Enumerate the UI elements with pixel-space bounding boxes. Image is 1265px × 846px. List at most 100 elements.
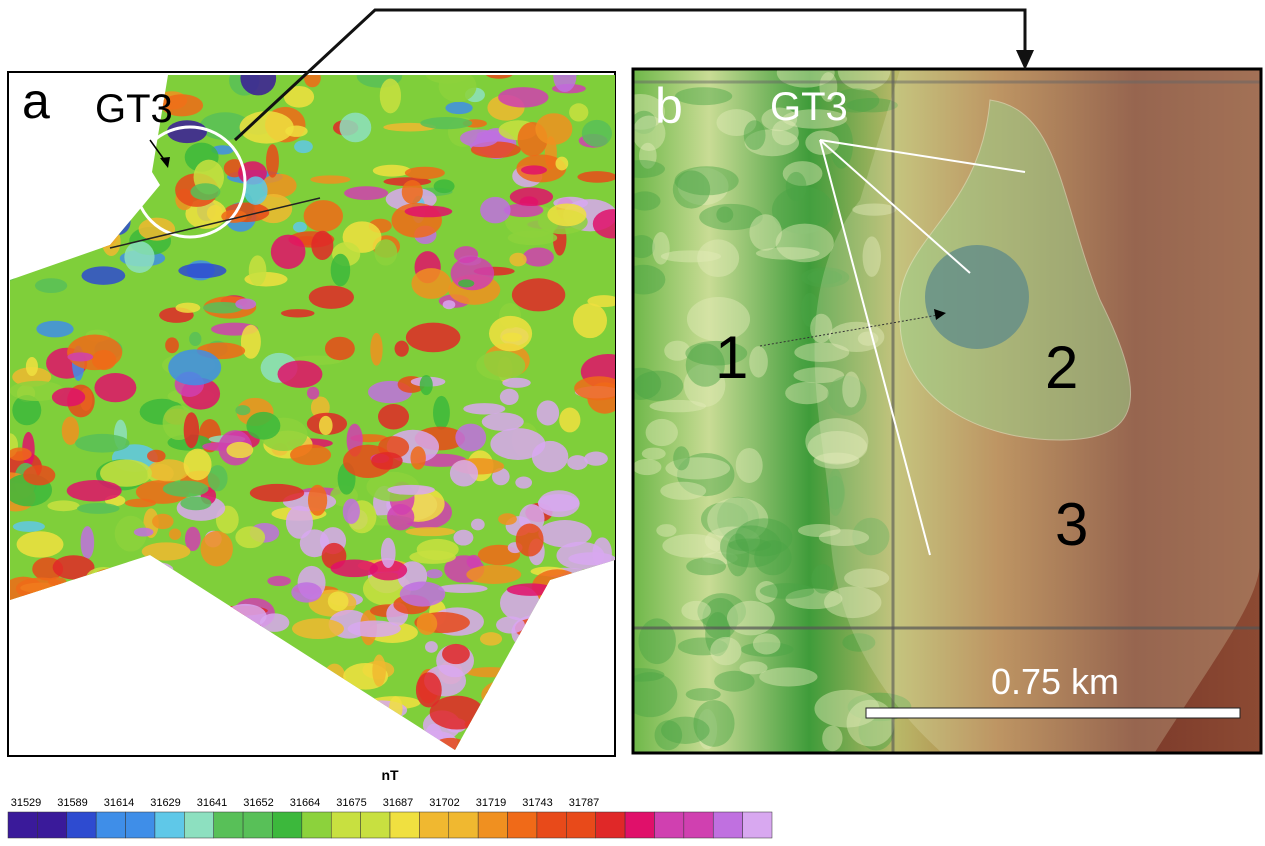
anomaly — [372, 655, 386, 687]
anomaly — [547, 203, 586, 226]
color-swatch — [184, 812, 213, 838]
relief — [811, 564, 834, 593]
relief — [686, 558, 726, 576]
anomaly — [416, 672, 442, 707]
anomaly — [425, 641, 438, 653]
relief — [760, 583, 814, 599]
anomaly — [311, 231, 333, 260]
anomaly — [450, 460, 478, 487]
anomaly — [291, 582, 322, 602]
colorbar-tick-label: 31664 — [290, 797, 321, 809]
anomaly — [184, 412, 199, 448]
anomaly — [331, 560, 378, 578]
color-swatch — [331, 812, 360, 838]
anomaly — [387, 485, 435, 495]
color-swatch — [566, 812, 595, 838]
relief — [735, 518, 792, 556]
anomaly — [569, 103, 588, 121]
anomaly — [67, 352, 93, 361]
color-swatch — [155, 812, 184, 838]
anomaly — [319, 416, 333, 435]
anomaly — [13, 521, 45, 532]
anomaly — [235, 526, 265, 548]
anomaly — [387, 504, 414, 530]
anomaly — [35, 278, 67, 293]
relief — [660, 482, 706, 500]
anomaly — [467, 555, 481, 568]
anomaly — [94, 373, 136, 402]
colorbar-tick-label: 31641 — [197, 797, 228, 809]
anomaly — [278, 360, 323, 387]
anomaly — [420, 375, 433, 395]
relief — [749, 214, 781, 250]
anomaly — [190, 183, 220, 200]
anomaly — [125, 499, 156, 508]
color-swatch — [596, 812, 625, 838]
anomaly — [180, 496, 211, 510]
color-swatch — [361, 812, 390, 838]
color-swatch — [654, 812, 683, 838]
anomaly — [189, 332, 201, 346]
anomaly — [308, 485, 327, 516]
anomaly — [124, 241, 154, 273]
anomaly — [249, 255, 267, 286]
anomaly — [381, 538, 396, 568]
anomaly — [443, 300, 456, 309]
color-swatch — [449, 812, 478, 838]
color-swatch — [302, 812, 331, 838]
anomaly — [593, 209, 633, 238]
anomaly — [17, 531, 64, 557]
anomaly — [325, 337, 355, 360]
anomaly — [169, 529, 181, 540]
anomaly — [378, 404, 409, 429]
relief — [822, 726, 842, 752]
anomaly — [310, 175, 350, 183]
colorbar-tick-label: 31529 — [11, 797, 42, 809]
anomaly — [417, 612, 438, 635]
anomaly — [374, 239, 397, 265]
color-swatch — [625, 812, 654, 838]
color-swatch — [37, 812, 66, 838]
anomaly — [246, 412, 280, 440]
anomaly — [555, 157, 568, 171]
relief — [681, 601, 711, 620]
anomaly — [267, 576, 291, 586]
relief — [621, 265, 665, 295]
anomaly — [331, 254, 351, 287]
anomaly — [498, 513, 517, 525]
anomaly — [458, 279, 474, 287]
relief — [675, 87, 732, 105]
relief — [727, 601, 775, 636]
scale-label: 0.75 km — [991, 661, 1119, 702]
anomaly — [442, 644, 470, 664]
colorbar-tick-label: 31675 — [336, 797, 367, 809]
anomaly — [147, 450, 166, 462]
anomaly — [508, 230, 558, 245]
anomaly — [553, 60, 576, 92]
colorbar-tick-label: 31719 — [476, 797, 507, 809]
anomaly — [240, 61, 276, 95]
anomaly — [235, 405, 250, 415]
arrowhead — [1016, 50, 1034, 70]
anomaly — [75, 434, 129, 453]
colorbar-tick-label: 31614 — [104, 797, 135, 809]
relief — [661, 250, 721, 262]
anomaly — [439, 71, 477, 103]
anomaly — [471, 519, 485, 531]
color-swatch — [478, 812, 507, 838]
color-swatch — [743, 812, 772, 838]
anomaly — [294, 140, 313, 153]
anomaly — [455, 424, 486, 452]
anomaly — [498, 87, 548, 107]
color-swatch — [508, 812, 537, 838]
colorbar-tick-label: 31629 — [150, 797, 181, 809]
anomaly — [438, 584, 487, 593]
relief — [736, 448, 763, 483]
anomaly — [8, 448, 32, 461]
color-swatch — [272, 812, 301, 838]
anomaly — [400, 581, 446, 606]
anomaly — [250, 484, 304, 502]
anomaly — [134, 528, 154, 537]
color-swatch — [713, 812, 742, 838]
